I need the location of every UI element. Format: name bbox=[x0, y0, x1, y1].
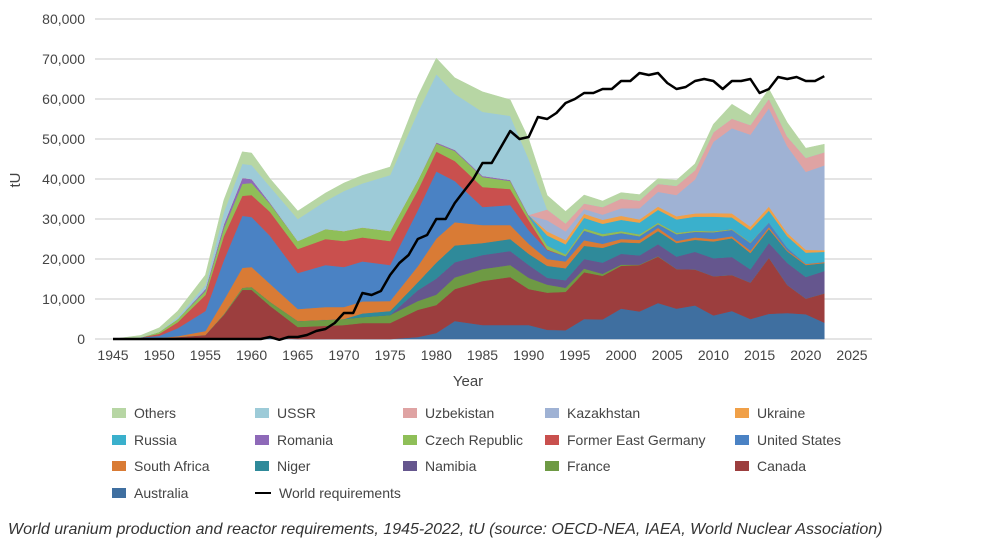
x-tick-label: 1970 bbox=[328, 347, 359, 363]
stacked-area-chart: 0 10,000 20,000 30,000 40,000 50,000 60,000 70,… bbox=[7, 11, 872, 390]
legend-item-russia: Russia bbox=[112, 432, 177, 448]
y-tick-label: 30,000 bbox=[42, 211, 85, 227]
legend-label: USSR bbox=[277, 405, 316, 421]
legend-label: South Africa bbox=[134, 458, 210, 474]
y-axis-title: tU bbox=[7, 173, 24, 188]
legend-label: Ukraine bbox=[757, 405, 806, 421]
x-tick-label: 1960 bbox=[236, 347, 267, 363]
legend-label: Former East Germany bbox=[567, 432, 706, 448]
legend-swatch bbox=[112, 461, 126, 471]
legend-item-world-requirements: World requirements bbox=[255, 485, 401, 501]
y-tick-label: 40,000 bbox=[42, 171, 85, 187]
legend-swatch bbox=[403, 408, 417, 418]
legend-swatch bbox=[735, 408, 749, 418]
x-tick-label: 1995 bbox=[559, 347, 590, 363]
area-others bbox=[112, 57, 825, 340]
legend-label: United States bbox=[757, 432, 842, 448]
legend-label: Kazakhstan bbox=[567, 405, 641, 421]
legend-item-namibia: Namibia bbox=[403, 458, 476, 474]
legend-label: Czech Republic bbox=[425, 432, 524, 448]
y-tick-label: 0 bbox=[77, 331, 85, 347]
x-tick-label: 2000 bbox=[605, 347, 636, 363]
legend-swatch bbox=[403, 461, 417, 471]
legend-label: Australia bbox=[134, 485, 189, 501]
legend-item-czech-republic: Czech Republic bbox=[403, 432, 523, 448]
legend-label: Others bbox=[134, 405, 177, 421]
y-tick-label: 80,000 bbox=[42, 11, 85, 27]
legend-item-ukraine: Ukraine bbox=[735, 405, 805, 421]
legend-swatch bbox=[403, 435, 417, 445]
legend-swatch bbox=[545, 435, 559, 445]
legend-swatch bbox=[112, 408, 126, 418]
legend-item-former-east-germany: Former East Germany bbox=[545, 432, 705, 448]
legend-item-romania: Romania bbox=[255, 432, 333, 448]
legend-label: Canada bbox=[757, 458, 807, 474]
legend-label: Russia bbox=[134, 432, 177, 448]
x-tick-label: 1985 bbox=[467, 347, 498, 363]
x-axis-title: Year bbox=[453, 373, 483, 390]
x-tick-label: 1950 bbox=[144, 347, 175, 363]
legend-item-others: Others bbox=[112, 405, 176, 421]
legend-swatch bbox=[112, 435, 126, 445]
legend-item-kazakhstan: Kazakhstan bbox=[545, 405, 640, 421]
legend-swatch bbox=[735, 435, 749, 445]
x-tick-label: 1955 bbox=[190, 347, 221, 363]
legend-swatch bbox=[255, 435, 269, 445]
x-tick-label: 1980 bbox=[421, 347, 452, 363]
x-tick-label: 2025 bbox=[836, 347, 867, 363]
x-tick-label: 1975 bbox=[375, 347, 406, 363]
legend-label: Uzbekistan bbox=[425, 405, 495, 421]
x-tick-label: 1965 bbox=[282, 347, 313, 363]
legend-swatch bbox=[735, 461, 749, 471]
legend-item-south-africa: South Africa bbox=[112, 458, 210, 474]
legend-item-france: France bbox=[545, 458, 611, 474]
legend-label: World requirements bbox=[279, 485, 401, 501]
x-tick-label: 1945 bbox=[97, 347, 128, 363]
legend-label: Niger bbox=[277, 458, 311, 474]
x-tick-label: 2015 bbox=[744, 347, 775, 363]
legend-item-canada: Canada bbox=[735, 458, 806, 474]
y-tick-label: 60,000 bbox=[42, 91, 85, 107]
y-tick-label: 20,000 bbox=[42, 251, 85, 267]
legend-label: Romania bbox=[277, 432, 334, 448]
legend-item-australia: Australia bbox=[112, 485, 188, 501]
legend-swatch bbox=[112, 488, 126, 498]
y-tick-label: 50,000 bbox=[42, 131, 85, 147]
legend-swatch bbox=[255, 461, 269, 471]
x-tick-label: 2005 bbox=[652, 347, 683, 363]
x-tick-label: 2010 bbox=[698, 347, 729, 363]
legend-item-ussr: USSR bbox=[255, 405, 316, 421]
legend-label: Namibia bbox=[425, 458, 477, 474]
legend-swatch bbox=[545, 408, 559, 418]
legend-line-swatch bbox=[255, 492, 271, 494]
legend-label: France bbox=[567, 458, 611, 474]
x-tick-label: 1990 bbox=[513, 347, 544, 363]
legend-item-uzbekistan: Uzbekistan bbox=[403, 405, 494, 421]
x-tick-label: 2020 bbox=[790, 347, 821, 363]
legend-swatch bbox=[545, 461, 559, 471]
legend-item-niger: Niger bbox=[255, 458, 310, 474]
legend-swatch bbox=[255, 408, 269, 418]
figure-caption: World uranium production and reactor req… bbox=[8, 521, 883, 538]
y-tick-label: 70,000 bbox=[42, 51, 85, 67]
y-tick-label: 10,000 bbox=[42, 291, 85, 307]
line-world-requirements bbox=[113, 71, 825, 342]
legend-item-united-states: United States bbox=[735, 432, 841, 448]
